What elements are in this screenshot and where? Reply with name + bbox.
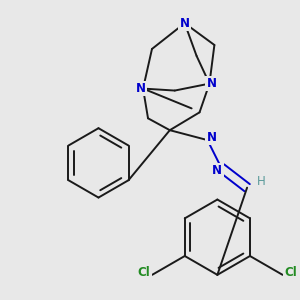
Text: Cl: Cl	[138, 266, 151, 279]
Text: N: N	[180, 17, 190, 30]
Text: N: N	[212, 164, 222, 177]
Text: N: N	[206, 130, 216, 144]
Text: N: N	[136, 82, 146, 95]
Text: Cl: Cl	[284, 266, 297, 279]
Text: H: H	[256, 175, 265, 188]
Text: N: N	[206, 77, 216, 90]
